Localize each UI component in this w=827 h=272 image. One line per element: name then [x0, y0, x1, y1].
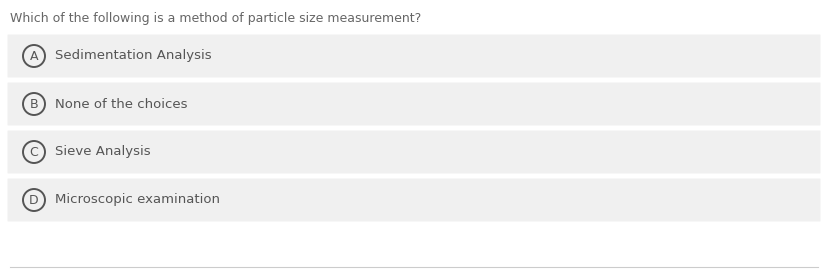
- Circle shape: [23, 141, 45, 163]
- Text: B: B: [30, 97, 38, 110]
- Text: Sedimentation Analysis: Sedimentation Analysis: [55, 50, 212, 63]
- Circle shape: [23, 189, 45, 211]
- Text: Which of the following is a method of particle size measurement?: Which of the following is a method of pa…: [10, 12, 421, 25]
- Text: A: A: [30, 50, 38, 63]
- Circle shape: [23, 93, 45, 115]
- Text: C: C: [30, 146, 38, 159]
- Text: None of the choices: None of the choices: [55, 97, 187, 110]
- FancyBboxPatch shape: [7, 82, 820, 125]
- FancyBboxPatch shape: [7, 178, 820, 221]
- Text: D: D: [29, 193, 39, 206]
- Circle shape: [23, 45, 45, 67]
- FancyBboxPatch shape: [7, 35, 820, 78]
- FancyBboxPatch shape: [7, 131, 820, 174]
- Text: Sieve Analysis: Sieve Analysis: [55, 146, 151, 159]
- Text: Microscopic examination: Microscopic examination: [55, 193, 220, 206]
